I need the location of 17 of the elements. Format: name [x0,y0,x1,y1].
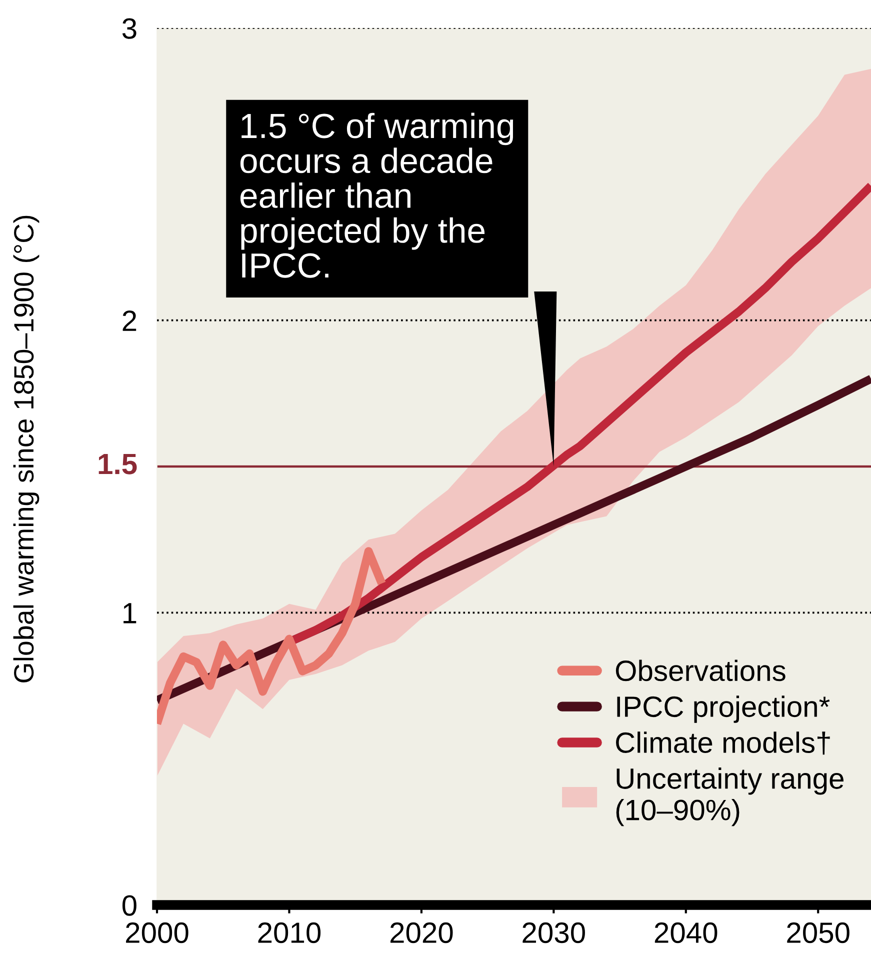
x-tick-label: 2040 [654,922,718,944]
ref-line-label: 1.5 [98,454,137,474]
legend-label: Climate models† [616,732,830,755]
legend-label: IPCC projection* [617,696,830,723]
y-tick-label: 0 [122,895,136,916]
x-tick-label: 2020 [390,922,453,944]
x-tick-label: 2000 [126,922,188,944]
y-axis-title: Global warming since 1850–1900 (°C) [13,216,40,682]
x-tick-label: 2050 [787,922,850,944]
y-tick-label: 1 [124,603,136,624]
annotation: 1.5 °C of warming occurs a decade earlier than projected by the IPCC. [240,112,514,278]
x-tick-label: 2010 [258,922,321,944]
y-tick-label: 2 [122,310,136,331]
y-tick-label: 3 [122,18,136,39]
legend-label: Uncertainty range (10–90%) [616,768,844,826]
x-tick-label: 2030 [522,922,585,944]
legend-label: Observations [616,660,786,682]
